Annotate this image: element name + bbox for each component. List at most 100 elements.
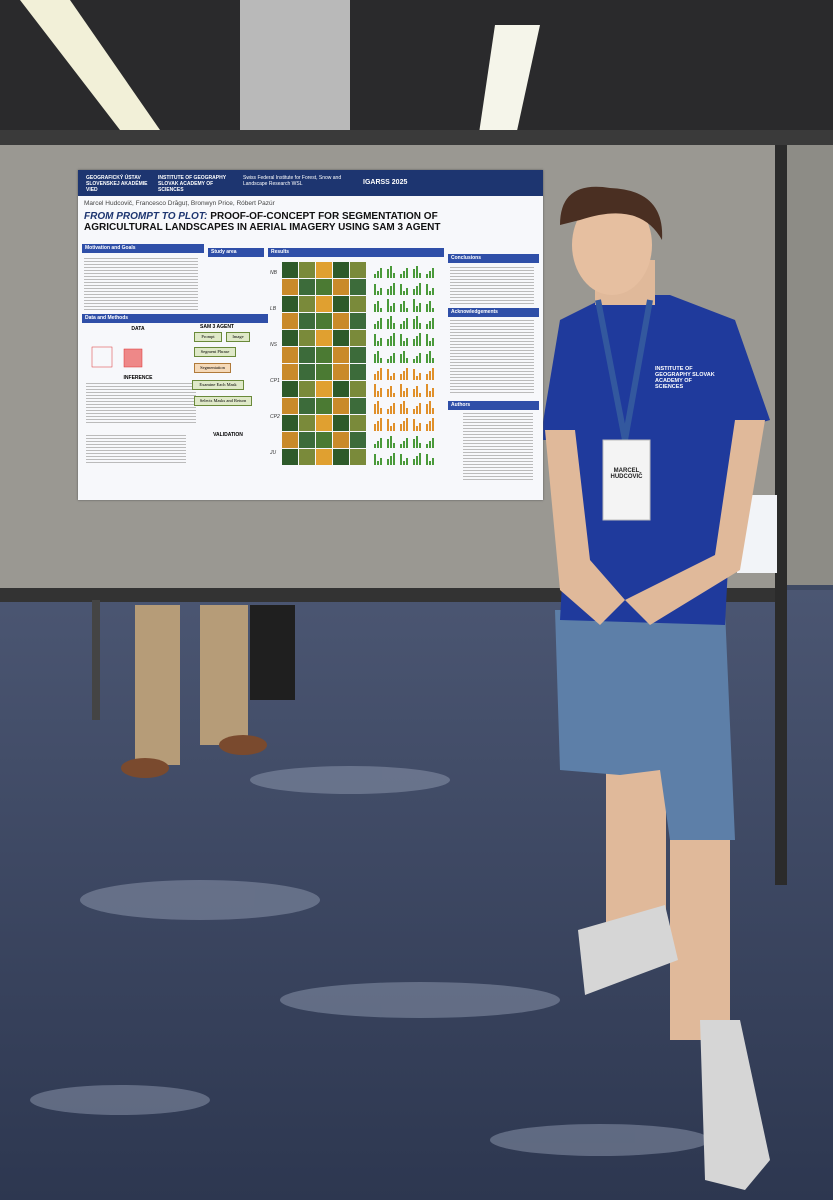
plot-bar: [426, 284, 428, 295]
plot-bar: [377, 321, 379, 329]
aerial-tile: [316, 279, 332, 295]
plot-bar: [406, 358, 408, 363]
plot-bar: [380, 438, 382, 448]
plot-bar: [390, 356, 392, 363]
results-grid: [282, 262, 434, 465]
text-block: [450, 267, 534, 305]
plot-bar: [377, 271, 379, 278]
plot-bar: [393, 423, 395, 431]
plot-bar: [419, 393, 421, 397]
aerial-tile: [333, 398, 349, 414]
plot-bar: [432, 368, 434, 380]
plot-bar: [413, 319, 415, 329]
plot-bar: [393, 283, 395, 295]
board-post: [775, 145, 787, 885]
title-rest: PROOF-OF-CONCEPT FOR SEGMENTATION OF AGR…: [84, 211, 441, 233]
plot-bar: [403, 271, 405, 278]
arm: [545, 430, 625, 625]
plot-bar: [432, 308, 434, 312]
aerial-tile: [333, 279, 349, 295]
plot-bar: [403, 401, 405, 414]
section-header: Acknowledgements: [448, 308, 539, 317]
plot-bar: [387, 389, 389, 397]
plot-bar: [413, 369, 415, 380]
plot-bar: [416, 356, 418, 363]
plot-bar: [432, 388, 434, 397]
plot-bar: [419, 273, 421, 278]
plot-bar: [393, 323, 395, 329]
aerial-tile: [350, 330, 366, 346]
plot-bar: [400, 384, 402, 397]
plot-bar: [403, 351, 405, 363]
aerial-tile: [350, 279, 366, 295]
plot-bar: [406, 308, 408, 312]
plot-bar: [387, 289, 389, 295]
plot-bar: [380, 358, 382, 363]
aerial-tile: [299, 381, 315, 397]
plot-bar: [406, 268, 408, 278]
plot-bar: [426, 304, 428, 312]
plot-bar: [377, 371, 379, 380]
plot-bar: [380, 268, 382, 278]
plot-bar: [432, 338, 434, 346]
aerial-tile: [299, 347, 315, 363]
plot-bar: [390, 376, 392, 380]
plot-bar: [380, 338, 382, 346]
aerial-tile: [299, 449, 315, 465]
aerial-tile: [282, 415, 298, 431]
plot-bar: [377, 341, 379, 346]
authors: Marcel Hudcovič, Francesco Drăguț, Bronw…: [84, 200, 275, 207]
plot-bar: [432, 318, 434, 329]
plot-bar: [374, 444, 376, 448]
plot-bar: [400, 404, 402, 414]
plot-bar: [400, 274, 402, 278]
aerial-tile: [282, 432, 298, 448]
aerial-tile: [282, 449, 298, 465]
subhead: INFERENCE: [123, 375, 153, 381]
plot-bar: [374, 274, 376, 278]
plot-bar: [429, 271, 431, 278]
aerial-tile: [282, 364, 298, 380]
aerial-tile: [333, 364, 349, 380]
poster: GEOGRAFICKÝ ÚSTAV SLOVENSKEJ AKADÉMIE VI…: [78, 170, 543, 500]
plot-bar: [429, 421, 431, 431]
section-header: Results: [268, 248, 444, 257]
aerial-tile: [299, 415, 315, 431]
aerial-tile: [333, 262, 349, 278]
plot-bar: [393, 373, 395, 380]
plot-bar: [406, 368, 408, 380]
plot-bar: [374, 324, 376, 329]
plot-bar: [380, 308, 382, 312]
plot-bar: [377, 401, 379, 414]
plot-bar: [374, 304, 376, 312]
aerial-tile: [333, 296, 349, 312]
plot-bar: [413, 389, 415, 397]
plot-bar: [413, 439, 415, 448]
plot-bar: [403, 391, 405, 397]
aerial-tile: [316, 432, 332, 448]
text-block: [86, 435, 186, 465]
aerial-tile: [333, 449, 349, 465]
plot-bar: [419, 353, 421, 363]
plot-bar: [387, 359, 389, 363]
text-block: [450, 320, 534, 395]
plot-bar: [429, 341, 431, 346]
aerial-tile: [316, 330, 332, 346]
plot-bar: [374, 354, 376, 363]
row-label: CP1: [270, 378, 280, 384]
plot-bar: [419, 453, 421, 465]
plot-bar: [387, 269, 389, 278]
section-header: Conclusions: [448, 254, 539, 263]
plot-bar: [426, 374, 428, 380]
plot-bar: [403, 341, 405, 346]
aerial-tile: [316, 364, 332, 380]
board-frame: [0, 130, 833, 145]
plot-bar: [406, 408, 408, 414]
legs: [135, 605, 180, 765]
plot-bar: [393, 333, 395, 346]
plot-bar: [393, 393, 395, 397]
stand-leg: [92, 600, 100, 720]
aerial-tile: [282, 296, 298, 312]
plot-bar: [403, 441, 405, 448]
plot-bar: [377, 351, 379, 363]
